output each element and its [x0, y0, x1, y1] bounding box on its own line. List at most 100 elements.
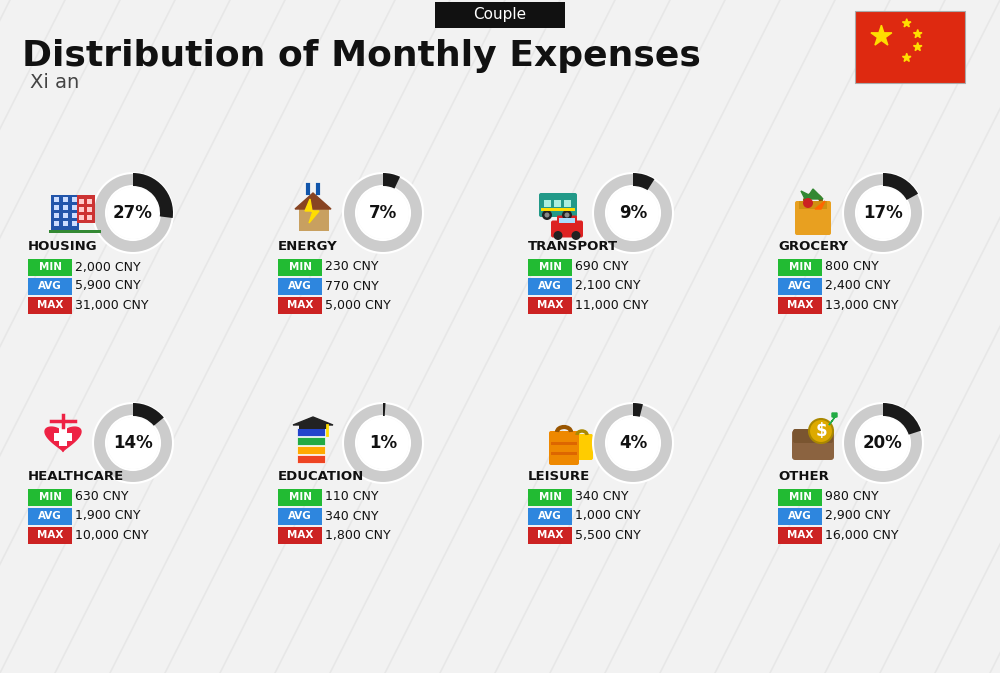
FancyBboxPatch shape	[28, 258, 72, 275]
Text: MAX: MAX	[287, 530, 313, 540]
Wedge shape	[843, 173, 923, 253]
Circle shape	[357, 417, 409, 469]
Wedge shape	[93, 173, 173, 253]
Text: OTHER: OTHER	[778, 470, 829, 483]
Text: 20%: 20%	[863, 434, 903, 452]
FancyBboxPatch shape	[855, 11, 965, 83]
Circle shape	[607, 417, 659, 469]
Polygon shape	[293, 417, 333, 425]
FancyBboxPatch shape	[278, 507, 322, 524]
Text: MAX: MAX	[537, 300, 563, 310]
FancyBboxPatch shape	[528, 258, 572, 275]
FancyBboxPatch shape	[28, 297, 72, 314]
FancyBboxPatch shape	[63, 197, 68, 202]
Polygon shape	[913, 42, 922, 50]
FancyBboxPatch shape	[793, 429, 833, 443]
FancyBboxPatch shape	[297, 437, 325, 445]
FancyBboxPatch shape	[297, 455, 325, 463]
Polygon shape	[913, 30, 922, 38]
Polygon shape	[295, 193, 331, 209]
Text: 2,400 CNY: 2,400 CNY	[825, 279, 891, 293]
Text: MIN: MIN	[538, 262, 562, 272]
Text: TRANSPORT: TRANSPORT	[528, 240, 618, 254]
Polygon shape	[305, 199, 319, 223]
FancyBboxPatch shape	[278, 297, 322, 314]
Wedge shape	[93, 403, 173, 483]
FancyBboxPatch shape	[435, 2, 565, 28]
Wedge shape	[343, 173, 423, 253]
Text: 1,900 CNY: 1,900 CNY	[75, 509, 140, 522]
FancyBboxPatch shape	[72, 213, 77, 218]
Wedge shape	[883, 403, 921, 435]
Text: MIN: MIN	[288, 492, 312, 502]
Wedge shape	[633, 173, 654, 190]
Text: 980 CNY: 980 CNY	[825, 491, 879, 503]
Text: 340 CNY: 340 CNY	[325, 509, 378, 522]
Text: $: $	[815, 422, 827, 440]
FancyBboxPatch shape	[299, 423, 327, 429]
Text: AVG: AVG	[538, 281, 562, 291]
FancyBboxPatch shape	[551, 442, 577, 445]
FancyBboxPatch shape	[778, 297, 822, 314]
Text: 1%: 1%	[369, 434, 397, 452]
Circle shape	[562, 210, 572, 220]
FancyBboxPatch shape	[63, 205, 68, 210]
Text: 14%: 14%	[113, 434, 153, 452]
Text: ENERGY: ENERGY	[278, 240, 338, 254]
Text: MIN: MIN	[38, 262, 62, 272]
Text: MAX: MAX	[37, 530, 63, 540]
FancyBboxPatch shape	[544, 200, 551, 207]
Text: 5,900 CNY: 5,900 CNY	[75, 279, 141, 293]
FancyBboxPatch shape	[79, 215, 84, 220]
Text: MIN: MIN	[788, 492, 812, 502]
FancyBboxPatch shape	[63, 213, 68, 218]
FancyBboxPatch shape	[551, 452, 577, 455]
Polygon shape	[45, 427, 81, 452]
FancyBboxPatch shape	[54, 205, 59, 210]
FancyBboxPatch shape	[79, 207, 84, 212]
FancyBboxPatch shape	[554, 200, 561, 207]
FancyBboxPatch shape	[72, 197, 77, 202]
Text: Couple: Couple	[473, 7, 527, 22]
Text: MAX: MAX	[37, 300, 63, 310]
Text: 110 CNY: 110 CNY	[325, 491, 378, 503]
Text: GROCERY: GROCERY	[778, 240, 848, 254]
Polygon shape	[815, 201, 825, 209]
Polygon shape	[829, 413, 837, 425]
Text: 690 CNY: 690 CNY	[575, 260, 629, 273]
Text: HOUSING: HOUSING	[28, 240, 98, 254]
Text: Distribution of Monthly Expenses: Distribution of Monthly Expenses	[22, 39, 701, 73]
FancyBboxPatch shape	[551, 221, 583, 238]
Text: 7%: 7%	[369, 204, 397, 222]
Polygon shape	[871, 25, 892, 45]
Text: MAX: MAX	[787, 530, 813, 540]
Text: EDUCATION: EDUCATION	[278, 470, 364, 483]
Circle shape	[572, 231, 580, 240]
Text: HEALTHCARE: HEALTHCARE	[28, 470, 124, 483]
Polygon shape	[902, 19, 911, 27]
FancyBboxPatch shape	[28, 507, 72, 524]
FancyBboxPatch shape	[278, 489, 322, 505]
FancyBboxPatch shape	[28, 526, 72, 544]
Text: 5,000 CNY: 5,000 CNY	[325, 299, 391, 312]
FancyBboxPatch shape	[87, 207, 92, 212]
FancyBboxPatch shape	[528, 297, 572, 314]
Text: 2,000 CNY: 2,000 CNY	[75, 260, 141, 273]
Circle shape	[542, 210, 552, 220]
FancyBboxPatch shape	[795, 201, 831, 235]
Text: AVG: AVG	[38, 511, 62, 521]
FancyBboxPatch shape	[571, 434, 593, 460]
Text: 340 CNY: 340 CNY	[575, 491, 629, 503]
Wedge shape	[633, 403, 643, 417]
FancyBboxPatch shape	[778, 277, 822, 295]
Wedge shape	[133, 403, 164, 426]
FancyBboxPatch shape	[77, 195, 95, 223]
FancyBboxPatch shape	[799, 201, 827, 209]
FancyBboxPatch shape	[792, 430, 834, 460]
FancyBboxPatch shape	[564, 200, 571, 207]
Text: 800 CNY: 800 CNY	[825, 260, 879, 273]
FancyBboxPatch shape	[278, 277, 322, 295]
Circle shape	[857, 187, 909, 239]
Text: 230 CNY: 230 CNY	[325, 260, 378, 273]
Text: 630 CNY: 630 CNY	[75, 491, 128, 503]
